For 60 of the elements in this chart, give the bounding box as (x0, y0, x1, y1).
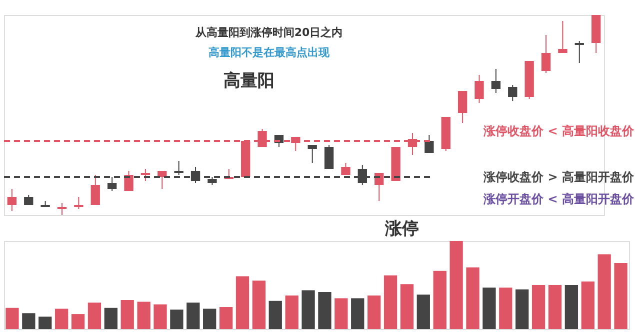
bar (203, 308, 216, 329)
bar (466, 267, 480, 329)
bar (120, 300, 134, 329)
bar (71, 314, 85, 329)
candlestick (74, 196, 84, 210)
bar (137, 302, 150, 329)
bar (482, 288, 496, 329)
bar (367, 296, 381, 329)
candlestick (424, 134, 434, 154)
bar (516, 289, 529, 329)
bar (384, 275, 398, 329)
candlestick (474, 74, 484, 104)
bar (88, 302, 102, 329)
candlestick (90, 174, 100, 206)
candlestick (57, 202, 67, 216)
bar (154, 304, 167, 329)
bar (532, 285, 546, 329)
candlestick (308, 144, 317, 164)
bar (38, 316, 52, 329)
bar (236, 276, 250, 329)
annotation: 高量阳 (224, 71, 274, 91)
bar (581, 281, 594, 329)
candlestick (491, 68, 501, 94)
bar (219, 307, 233, 329)
bar (302, 290, 315, 329)
bar (598, 254, 611, 329)
candlestick (458, 90, 468, 124)
bar (433, 270, 446, 329)
bar (54, 308, 68, 329)
bar (285, 296, 298, 329)
bar (6, 308, 19, 329)
candlestick (7, 188, 17, 212)
bar (170, 310, 184, 329)
bar (564, 285, 578, 329)
bar (450, 241, 463, 329)
bar (22, 313, 36, 329)
annotation: 涨停开盘价 < 高量阳开盘价 (482, 192, 635, 206)
bar (318, 292, 332, 329)
bar (252, 280, 266, 329)
candlestick (558, 20, 568, 54)
bar (416, 294, 430, 329)
bar (334, 298, 348, 329)
ref-line-label: 涨停收盘价 > 高量阳开盘价 (482, 170, 635, 184)
candlestick (574, 40, 584, 64)
bar (548, 285, 562, 329)
bar (104, 308, 118, 329)
bar (400, 284, 414, 329)
candlestick (508, 84, 518, 102)
bar (499, 288, 512, 329)
bar (351, 298, 364, 329)
candlestick (140, 168, 150, 182)
annotation: 高量阳不是在最高点出现 (208, 46, 330, 59)
bar (614, 263, 628, 329)
text: 涨停 (384, 219, 419, 239)
bar (268, 300, 282, 329)
ref-line-label: 涨停收盘价 < 高量阳收盘价 (482, 124, 635, 138)
candlestick (541, 34, 551, 74)
candlestick (324, 144, 334, 170)
bar (186, 302, 200, 329)
annotation: 从高量阳到涨停时间20日之内 (194, 26, 343, 39)
